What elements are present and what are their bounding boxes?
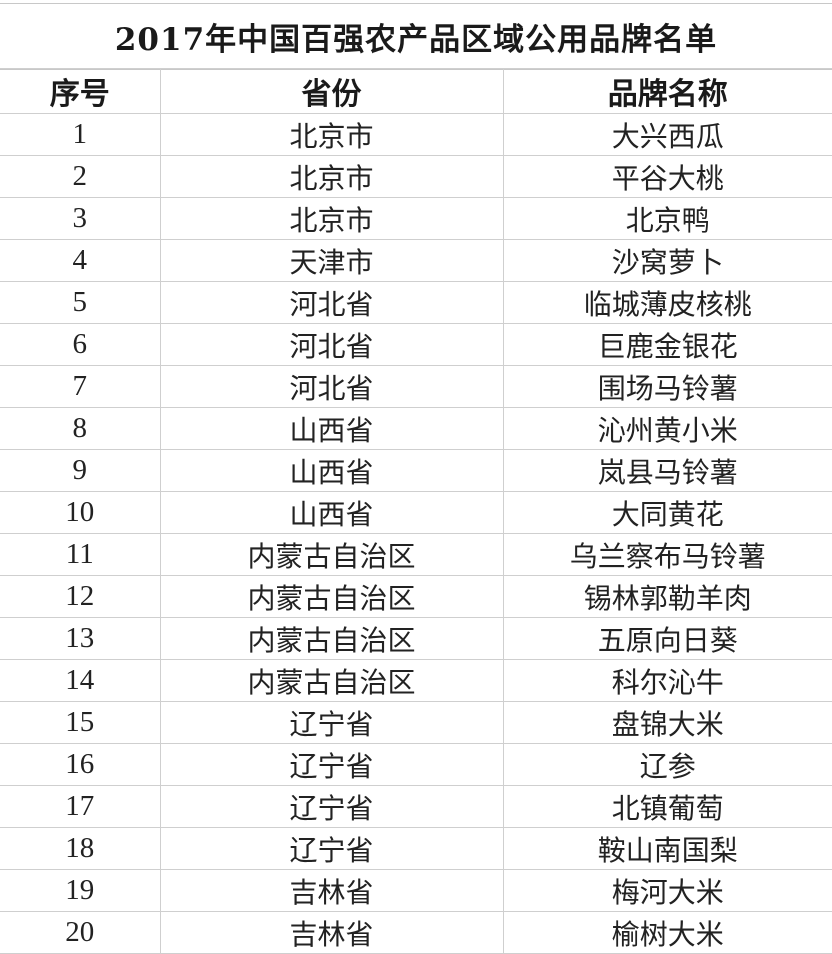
table-row: 1 北京市 大兴西瓜 [0,113,832,156]
table-row: 9 山西省 岚县马铃薯 [0,449,832,492]
province-cell: 山西省 [159,407,504,450]
index-cell: 20 [0,911,161,954]
brand-cell: 沙窝萝卜 [502,239,832,282]
header-index: 序号 [0,68,161,114]
province-cell: 辽宁省 [159,743,504,786]
brand-cell: 榆树大米 [502,911,832,954]
province-cell: 山西省 [159,491,504,534]
brand-cell: 平谷大桃 [502,155,832,198]
province-cell: 内蒙古自治区 [159,575,504,618]
brand-cell: 沁州黄小米 [502,407,832,450]
index-cell: 14 [0,659,161,702]
brand-cell: 盘锦大米 [502,701,832,744]
table-row: 3 北京市 北京鸭 [0,197,832,240]
province-cell: 山西省 [159,449,504,492]
table-row: 14 内蒙古自治区 科尔沁牛 [0,659,832,702]
index-cell: 5 [0,281,161,324]
brand-cell: 科尔沁牛 [502,659,832,702]
brand-cell: 围场马铃薯 [502,365,832,408]
index-cell: 4 [0,239,161,282]
table-row: 5 河北省 临城薄皮核桃 [0,281,832,324]
province-cell: 河北省 [159,365,504,408]
brand-cell: 乌兰察布马铃薯 [502,533,832,576]
table-row: 12 内蒙古自治区 锡林郭勒羊肉 [0,575,832,618]
table-row: 8 山西省 沁州黄小米 [0,407,832,450]
table-row: 17 辽宁省 北镇葡萄 [0,785,832,828]
header-province: 省份 [159,68,504,114]
brand-cell: 临城薄皮核桃 [502,281,832,324]
index-cell: 1 [0,113,161,156]
province-cell: 内蒙古自治区 [159,617,504,660]
table-row: 2 北京市 平谷大桃 [0,155,832,198]
brand-cell: 五原向日葵 [502,617,832,660]
brand-cell: 鞍山南国梨 [502,827,832,870]
province-cell: 吉林省 [159,911,504,954]
brand-table: 序号 省份 品牌名称 1 北京市 大兴西瓜 2 北京市 平谷大桃 3 北京市 北京鸭 4 天津市 沙窝… [0,68,832,954]
table-row: 15 辽宁省 盘锦大米 [0,701,832,744]
brand-cell: 岚县马铃薯 [502,449,832,492]
index-cell: 7 [0,365,161,408]
index-cell: 13 [0,617,161,660]
index-cell: 17 [0,785,161,828]
index-cell: 6 [0,323,161,366]
table-row: 4 天津市 沙窝萝卜 [0,239,832,282]
index-cell: 18 [0,827,161,870]
brand-cell: 梅河大米 [502,869,832,912]
province-cell: 内蒙古自治区 [159,533,504,576]
table-row: 6 河北省 巨鹿金银花 [0,323,832,366]
province-cell: 内蒙古自治区 [159,659,504,702]
table-row: 19 吉林省 梅河大米 [0,869,832,912]
index-cell: 15 [0,701,161,744]
index-cell: 2 [0,155,161,198]
province-cell: 北京市 [159,155,504,198]
brand-cell: 大同黄花 [502,491,832,534]
province-cell: 北京市 [159,113,504,156]
province-cell: 河北省 [159,281,504,324]
brand-cell: 巨鹿金银花 [502,323,832,366]
table-title: 2017年中国百强农产品区域公用品牌名单 [0,3,832,70]
brand-cell: 辽参 [502,743,832,786]
table-row: 13 内蒙古自治区 五原向日葵 [0,617,832,660]
province-cell: 辽宁省 [159,785,504,828]
brand-cell: 北京鸭 [502,197,832,240]
province-cell: 河北省 [159,323,504,366]
brand-cell: 大兴西瓜 [502,113,832,156]
index-cell: 8 [0,407,161,450]
header-brand: 品牌名称 [502,68,832,114]
province-cell: 辽宁省 [159,701,504,744]
province-cell: 吉林省 [159,869,504,912]
index-cell: 9 [0,449,161,492]
table-row: 10 山西省 大同黄花 [0,491,832,534]
index-cell: 19 [0,869,161,912]
index-cell: 11 [0,533,161,576]
province-cell: 北京市 [159,197,504,240]
index-cell: 12 [0,575,161,618]
table-row: 18 辽宁省 鞍山南国梨 [0,827,832,870]
table-row: 11 内蒙古自治区 乌兰察布马铃薯 [0,533,832,576]
index-cell: 3 [0,197,161,240]
province-cell: 天津市 [159,239,504,282]
index-cell: 16 [0,743,161,786]
brand-cell: 北镇葡萄 [502,785,832,828]
province-cell: 辽宁省 [159,827,504,870]
table-row: 20 吉林省 榆树大米 [0,911,832,954]
header-row: 序号 省份 品牌名称 [0,68,832,114]
index-cell: 10 [0,491,161,534]
table-row: 16 辽宁省 辽参 [0,743,832,786]
table-row: 7 河北省 围场马铃薯 [0,365,832,408]
brand-cell: 锡林郭勒羊肉 [502,575,832,618]
